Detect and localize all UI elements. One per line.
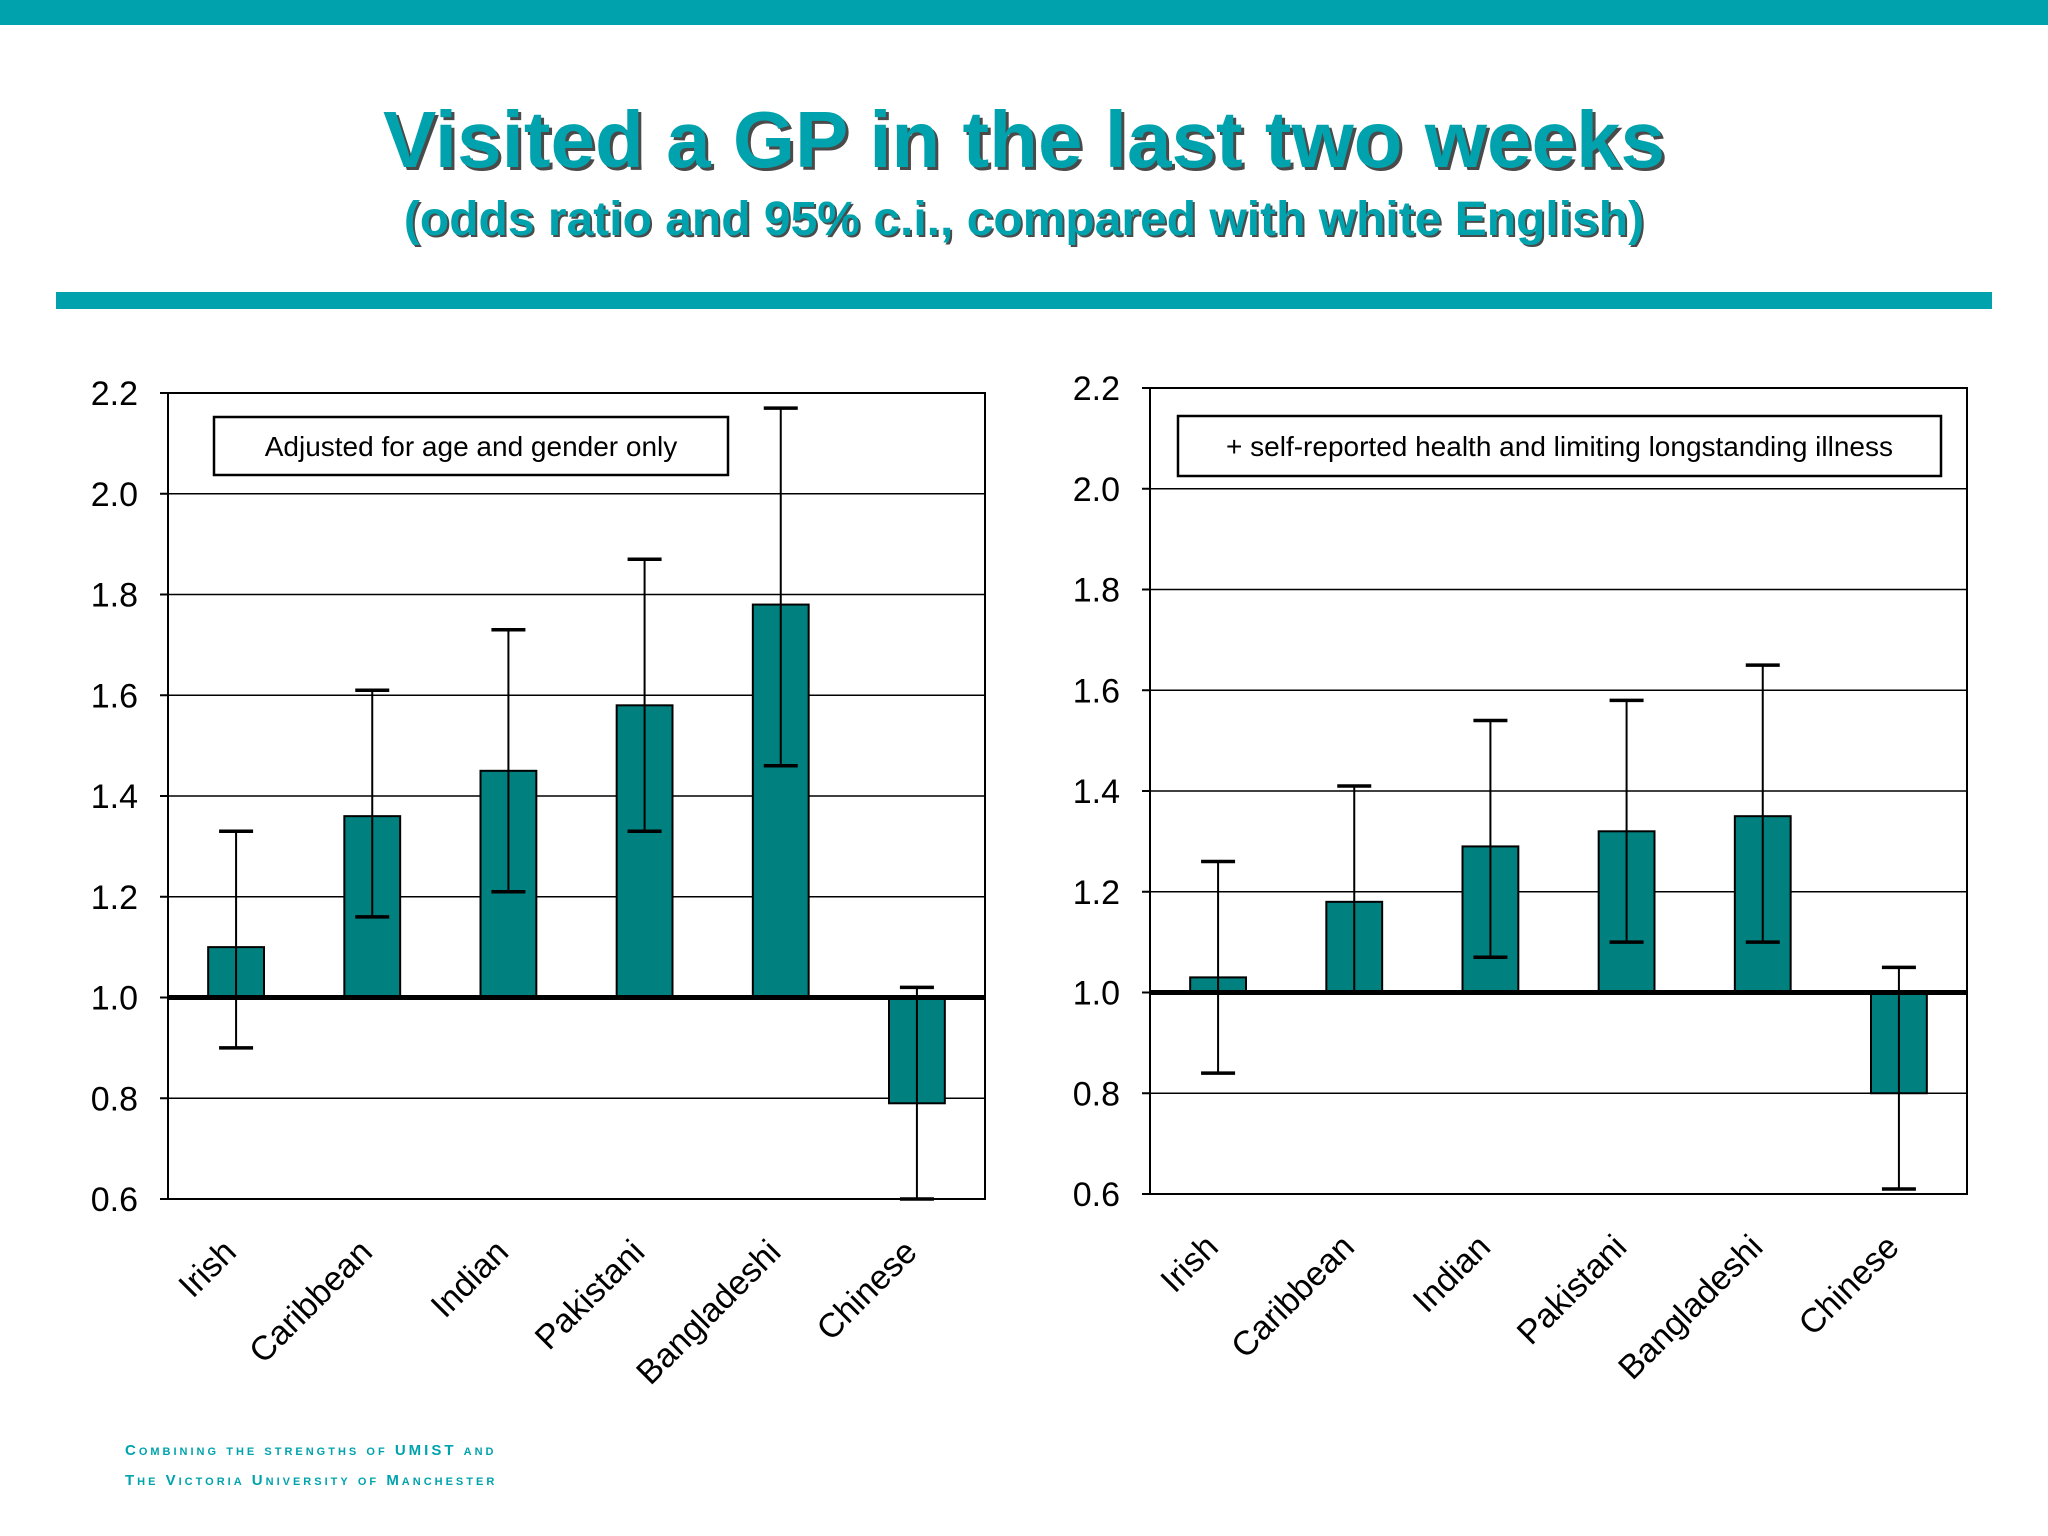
y-tick-label: 0.6 [1073, 1176, 1120, 1214]
footer-line-1: Combining the strengths of UMIST and [125, 1442, 497, 1459]
y-tick-label: 0.8 [91, 1080, 138, 1118]
x-category-label: Bangladeshi [1611, 1228, 1770, 1387]
slide-title: Visited a GP in the last two weeks [383, 95, 1665, 184]
y-tick-label: 1.2 [1073, 874, 1120, 912]
x-category-label: Irish [1153, 1228, 1225, 1300]
y-tick-label: 1.8 [91, 577, 138, 615]
slide-subtitle: (odds ratio and 95% c.i., compared with … [403, 193, 1645, 246]
legend-text: + self-reported health and limiting long… [1226, 431, 1893, 462]
chart-right: 0.6 0.8 1.0 1.2 1.4 1.6 1.8 2.0 2.2 IrishCaribbea… [1073, 370, 1968, 1387]
x-category-label: Chinese [1791, 1228, 1906, 1343]
chart-left: 0.60.81.01.21.41.61.82.02.2IrishCaribbea… [91, 375, 986, 1392]
y-tick-label: 1.0 [91, 980, 138, 1018]
legend-text: Adjusted for age and gender only [265, 431, 678, 462]
y-tick-label: 1.4 [1073, 773, 1120, 811]
y-tick-label: 0.6 [91, 1181, 138, 1219]
y-tick-label: 1.2 [91, 879, 138, 917]
y-tick-label: 2.2 [1073, 370, 1120, 408]
title-divider [56, 292, 1992, 309]
legend-box [212, 415, 730, 477]
y-tick-label: 2.2 [91, 375, 138, 413]
y-tick-label: 2.0 [91, 476, 138, 514]
y-tick-label: 0.8 [1073, 1075, 1120, 1113]
y-tick-label: 2.0 [1073, 471, 1120, 509]
y-tick-label: 1.6 [1073, 672, 1120, 710]
y-tick-label: 1.4 [91, 778, 138, 816]
x-category-label: Caribbean [1224, 1228, 1362, 1366]
x-category-label: Pakistani [1510, 1228, 1634, 1352]
top-accent-bar [0, 0, 2048, 25]
y-tick-label: 1.6 [91, 677, 138, 715]
x-category-label: Indian [1406, 1228, 1498, 1320]
y-tick-label: 1.8 [1073, 572, 1120, 610]
legend-box [1176, 414, 1943, 478]
footer-line-2: The Victoria University of Manchester [125, 1472, 498, 1489]
y-tick-label: 1.0 [1073, 975, 1120, 1013]
chart-1-plot: 0.6 0.8 1.0 1.2 1.4 1.6 1.8 2.0 2.2 IrishCaribbea… [1073, 370, 1968, 1387]
